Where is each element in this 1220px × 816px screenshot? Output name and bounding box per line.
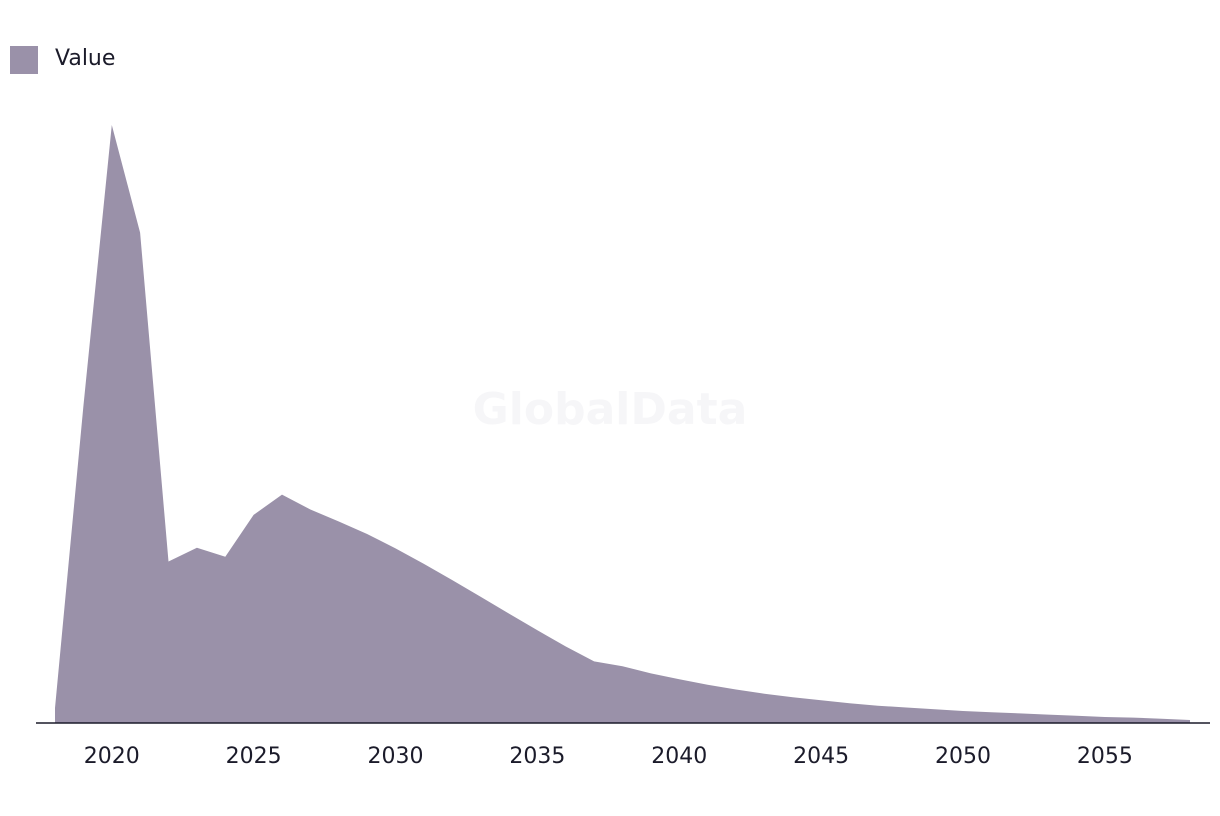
legend: Value (10, 46, 115, 74)
x-tick-label: 2020 (84, 744, 140, 769)
x-tick-label: 2035 (509, 744, 565, 769)
series-area (55, 125, 1190, 723)
x-tick-label: 2025 (226, 744, 282, 769)
x-tick-label: 2030 (368, 744, 424, 769)
x-tick-labels: 2020 2025 2030 2035 2040 2045 2050 2055 (84, 744, 1133, 769)
legend-swatch (10, 46, 38, 74)
x-tick-label: 2050 (935, 744, 991, 769)
x-tick-label: 2055 (1077, 744, 1133, 769)
watermark: GlobalData (473, 384, 748, 435)
x-tick-label: 2040 (651, 744, 707, 769)
legend-label: Value (55, 46, 115, 71)
x-tick-label: 2045 (793, 744, 849, 769)
